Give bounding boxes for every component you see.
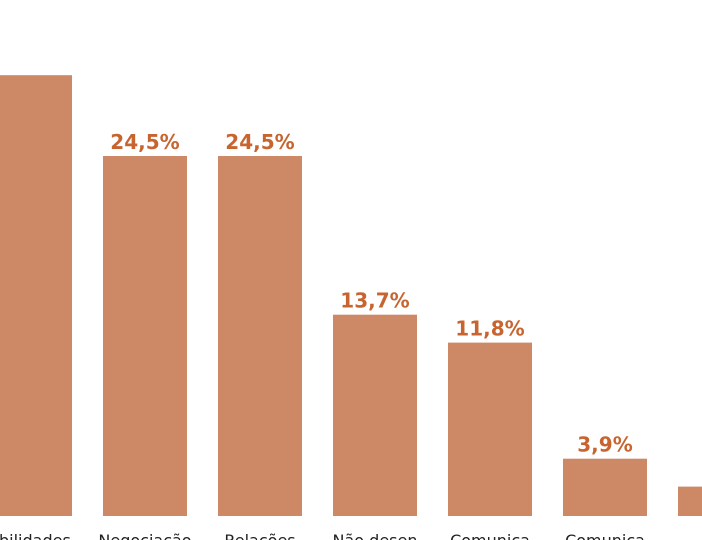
value-labels-group: 24,5% 24,5% 13,7% 11,8% 3,9% [110, 130, 632, 457]
category-label-0: abilidades [0, 531, 71, 540]
bar-2 [218, 156, 302, 516]
value-label-3: 13,7% [340, 289, 409, 313]
bar-0 [0, 75, 72, 517]
bar-1 [103, 156, 187, 516]
value-label-1: 24,5% [110, 130, 179, 154]
bar-3 [333, 314, 417, 516]
category-label-5: Comunica [565, 531, 645, 540]
value-label-5: 3,9% [577, 433, 632, 457]
category-label-1: Negociação [98, 531, 191, 540]
value-label-4: 11,8% [455, 317, 524, 341]
category-labels-group: abilidades Negociação Relações Não desen Com… [0, 531, 645, 540]
bar-4 [448, 342, 532, 516]
bars-group [0, 75, 702, 517]
value-label-2: 24,5% [225, 130, 294, 154]
bar-5 [563, 458, 647, 516]
category-label-4: Comunica [450, 531, 530, 540]
bar-6 [678, 486, 702, 516]
category-label-2: Relações [224, 531, 295, 540]
category-label-3: Não desen [333, 531, 418, 540]
